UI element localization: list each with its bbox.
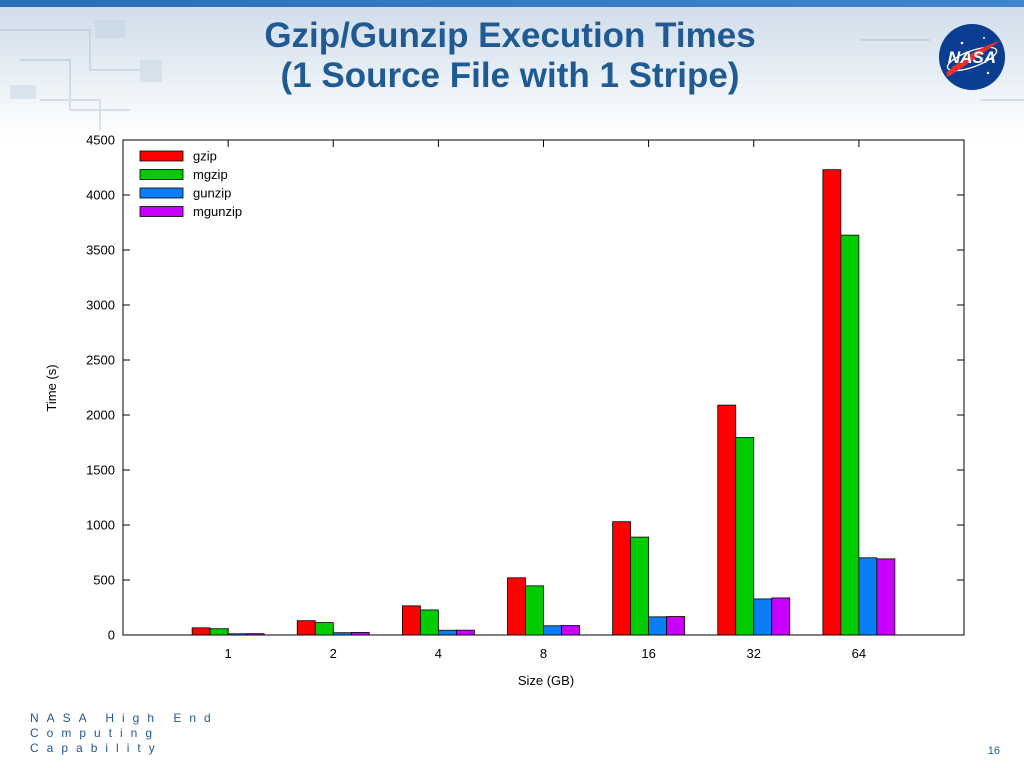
- page-title: Gzip/Gunzip Execution Times (1 Source Fi…: [150, 16, 870, 96]
- bar-gunzip-8: [543, 625, 562, 636]
- bar-gunzip-16: [648, 616, 668, 636]
- x-tick-label: 32: [747, 646, 761, 661]
- circuit-pattern-decoration: [0, 20, 1024, 130]
- y-tick-label: 0: [108, 628, 115, 643]
- nasa-logo: NASA: [939, 24, 1005, 90]
- bar-mgunzip-8: [561, 625, 580, 636]
- x-tick-label: 16: [641, 646, 655, 661]
- bar-gzip-16: [612, 521, 632, 636]
- bar-mgzip-1: [209, 628, 229, 636]
- x-tick-label: 1: [225, 646, 232, 661]
- bar-series: [191, 169, 896, 636]
- legend-label-gunzip: gunzip: [193, 186, 231, 201]
- bar-gunzip-1: [227, 633, 247, 636]
- bar-gzip-8: [507, 577, 526, 636]
- bar-mgzip-16: [630, 536, 650, 636]
- legend-swatch-gunzip: [139, 187, 184, 199]
- legend-label-gzip: gzip: [193, 149, 217, 164]
- bar-gunzip-64: [858, 557, 878, 636]
- y-tick-label: 1500: [86, 463, 115, 478]
- page-title-line-1: Gzip/Gunzip Execution Times: [264, 16, 756, 55]
- bar-mgzip-8: [525, 585, 544, 636]
- bar-gzip-2: [296, 620, 316, 636]
- bar-gzip-64: [822, 169, 842, 636]
- bar-gzip-32: [717, 404, 737, 636]
- bar-gzip-4: [401, 605, 421, 636]
- bar-mgzip-4: [419, 609, 439, 636]
- bar-mgunzip-16: [666, 616, 686, 636]
- legend-label-mgunzip: mgunzip: [193, 204, 242, 219]
- bar-mgunzip-2: [350, 632, 370, 636]
- bar-mgzip-64: [840, 234, 860, 636]
- y-tick-label: 2000: [86, 408, 115, 423]
- page-title-line-2: (1 Source File with 1 Stripe): [280, 56, 740, 95]
- bar-gunzip-4: [437, 629, 457, 636]
- footer-organization: NASA High End Computing Capability: [30, 711, 290, 756]
- footer-line-3: Capability: [30, 741, 163, 755]
- bar-gunzip-2: [332, 632, 352, 636]
- slide-header: [0, 0, 1024, 140]
- y-tick-label: 3000: [86, 298, 115, 313]
- bar-mgunzip-1: [245, 633, 265, 636]
- legend-swatch-mgunzip: [139, 206, 184, 217]
- page-number: 16: [987, 745, 1000, 757]
- x-tick-label: 2: [330, 646, 337, 661]
- x-tick-label: 4: [435, 646, 442, 661]
- bar-mgzip-2: [314, 622, 334, 636]
- footer-line-1: NASA High End: [30, 711, 219, 725]
- bar-gunzip-32: [753, 598, 773, 636]
- legend: gzip mgzip gunzip mgunzip: [139, 149, 242, 219]
- legend-swatch-gzip: [139, 150, 184, 162]
- x-tick-label: 64: [852, 646, 866, 661]
- y-axis-label: Time (s): [44, 364, 59, 411]
- bar-gzip-1: [191, 627, 211, 636]
- bar-mgzip-32: [735, 437, 755, 636]
- y-tick-label: 3500: [86, 243, 115, 258]
- footer-line-2: Computing: [30, 726, 161, 740]
- svg-text:NASA: NASA: [948, 48, 996, 67]
- legend-label-mgzip: mgzip: [193, 167, 228, 182]
- header-accent-bar: [0, 0, 1024, 7]
- y-tick-label: 4000: [86, 188, 115, 203]
- bar-mgunzip-4: [455, 629, 475, 636]
- legend-swatch-mgzip: [139, 169, 184, 180]
- bar-mgunzip-64: [876, 558, 896, 636]
- y-tick-label: 500: [93, 573, 115, 588]
- y-axis: 0 500 1000 1500 2000 2500 3000 3500 4000 4500: [86, 133, 964, 643]
- x-tick-label: 8: [540, 646, 547, 661]
- y-tick-label: 1000: [86, 518, 115, 533]
- x-axis-label: Size (GB): [518, 673, 574, 688]
- y-tick-label: 4500: [86, 133, 115, 148]
- y-tick-label: 2500: [86, 353, 115, 368]
- bar-mgunzip-32: [771, 597, 791, 636]
